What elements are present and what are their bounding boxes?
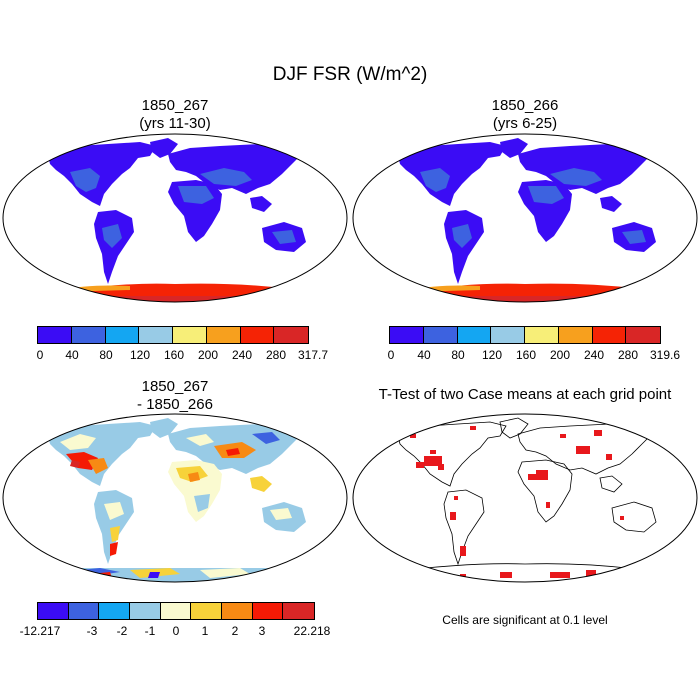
significance-note: Cells are significant at 0.1 level (442, 613, 608, 627)
colorbar-tick-label: 317.7 (297, 348, 329, 362)
colorbar-swatch (558, 327, 593, 343)
colorbar-swatch (423, 327, 458, 343)
panel-title-line2: (yrs 11-30) (139, 115, 211, 132)
colorbar-tick-label: -1 (144, 624, 156, 638)
panel-title-bottom-left: 1850_267 - 1850_266 (0, 378, 350, 414)
colorbar-tick-label: 280 (617, 348, 639, 362)
colorbar-swatch (68, 603, 100, 619)
panel-title-bottom-right: T-Test of two Case means at each grid po… (350, 386, 700, 404)
colorbar-swatch (592, 327, 627, 343)
colorbar-tick-label: 2 (231, 624, 239, 638)
colorbar-tick-label: 40 (65, 348, 79, 362)
colorbar-swatch (221, 603, 253, 619)
map-bottom-right (352, 413, 698, 583)
colorbar-swatch (626, 327, 660, 343)
colorbar-tick-label: 120 (129, 348, 151, 362)
panel-title-line1: T-Test of two Case means at each grid po… (378, 386, 672, 403)
colorbar-swatch (105, 327, 140, 343)
colorbar-tick-label: 319.6 (649, 348, 681, 362)
colorbar-tick-label: 1 (201, 624, 209, 638)
colorbar-tick-label: -2 (116, 624, 128, 638)
colorbar-tick-label: 200 (197, 348, 219, 362)
colorbar-tick-label: 80 (451, 348, 465, 362)
colorbar-swatch (71, 327, 106, 343)
colorbar-tick-label: 80 (99, 348, 113, 362)
colorbar-tick-label: 200 (549, 348, 571, 362)
colorbar-tick-label: 160 (163, 348, 185, 362)
panel-title-top-right: 1850_266 (yrs 6-25) (350, 97, 700, 133)
colorbar-swatch (491, 327, 525, 343)
colorbar-tick-label: 0 (172, 624, 180, 638)
panel-title-top-left: 1850_267 (yrs 11-30) (0, 97, 350, 133)
panel-title-line1: 1850_267 (141, 378, 209, 395)
colorbar-swatch (283, 603, 314, 619)
colorbar-top-left (37, 326, 309, 344)
colorbar-tick-label: -3 (86, 624, 98, 638)
panel-title-line2: (yrs 6-25) (492, 115, 558, 132)
colorbar-swatch (129, 603, 161, 619)
colorbar-swatch (240, 327, 275, 343)
colorbar-swatch (38, 327, 72, 343)
panel-title-line1: 1850_266 (491, 97, 559, 114)
panel-title-line2: - 1850_266 (137, 396, 213, 413)
colorbar-tick-label: 40 (417, 348, 431, 362)
colorbar-tick-label: 0 (387, 348, 395, 362)
map-top-right (352, 133, 698, 303)
colorbar-tick-label: -12.217 (19, 624, 61, 638)
colorbar-swatch (457, 327, 492, 343)
colorbar-swatch (99, 603, 130, 619)
map-top-left (2, 133, 348, 303)
colorbar-swatch (139, 327, 173, 343)
colorbar-tick-label: 240 (583, 348, 605, 362)
colorbar-swatch (274, 327, 308, 343)
colorbar-tick-label: 120 (481, 348, 503, 362)
colorbar-tick-label: 160 (515, 348, 537, 362)
colorbar-swatch (390, 327, 424, 343)
colorbar-swatch (38, 603, 69, 619)
colorbar-swatch (173, 327, 207, 343)
figure-title: DJF FSR (W/m^2) (272, 64, 428, 85)
colorbar-tick-label: 0 (36, 348, 44, 362)
colorbar-top-right (389, 326, 661, 344)
colorbar-tick-label: 280 (265, 348, 287, 362)
colorbar-swatch (206, 327, 241, 343)
colorbar-swatch (252, 603, 284, 619)
panel-title-line1: 1850_267 (141, 97, 209, 114)
colorbar-tick-label: 3 (258, 624, 266, 638)
colorbar-bottom-left (37, 602, 315, 620)
map-bottom-left (2, 413, 348, 583)
colorbar-swatch (160, 603, 192, 619)
colorbar-tick-label: 240 (231, 348, 253, 362)
colorbar-swatch (525, 327, 559, 343)
colorbar-swatch (191, 603, 222, 619)
colorbar-tick-label: 22.218 (293, 624, 331, 638)
